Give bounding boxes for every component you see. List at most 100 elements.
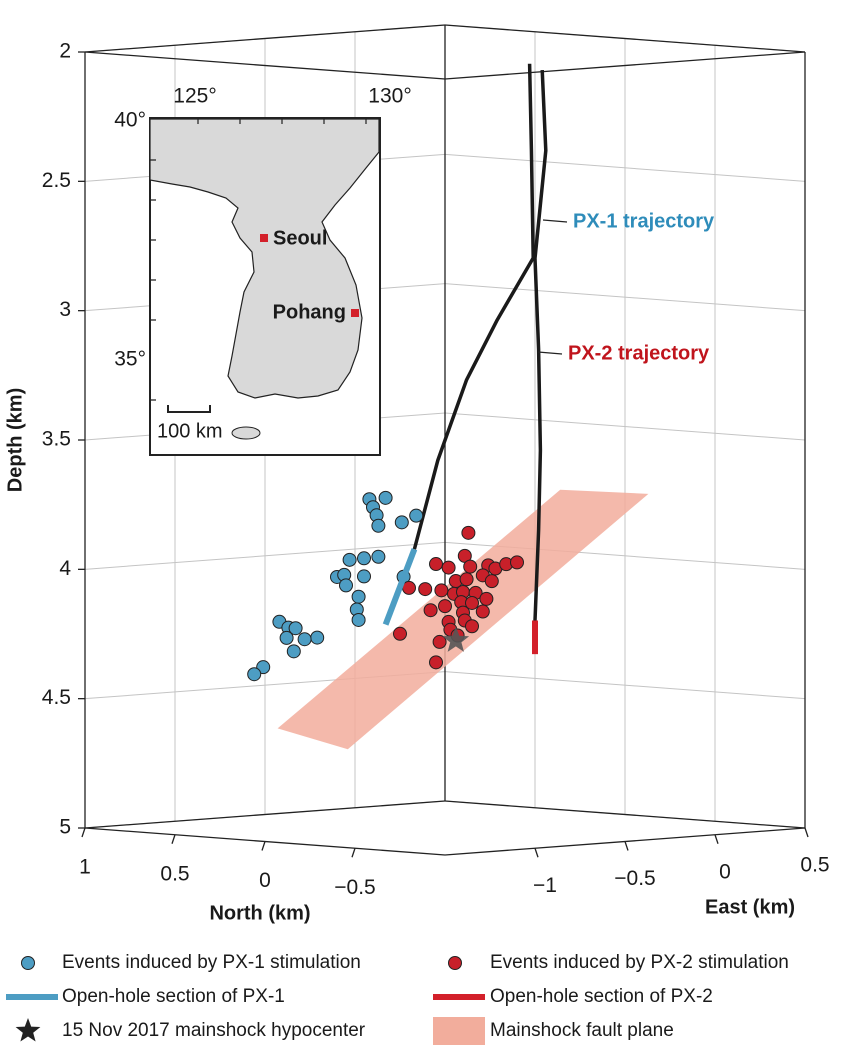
- event-point: [297, 632, 312, 647]
- legend-marker: [21, 956, 35, 970]
- legend-marker: [448, 956, 462, 970]
- event-point: [357, 569, 371, 584]
- x-tick: [261, 841, 266, 851]
- event-point: [441, 560, 456, 575]
- trajectory: [412, 63, 535, 550]
- city-marker: [351, 309, 359, 317]
- inset-ticks: [150, 118, 367, 401]
- legend-marker: [15, 1018, 41, 1042]
- event-point: [429, 557, 443, 572]
- event-point: [279, 630, 294, 645]
- event-point: [438, 599, 452, 614]
- lon-label: 130°: [368, 85, 411, 108]
- y-tick: [804, 827, 809, 838]
- event-point: [479, 591, 494, 606]
- event-point: [432, 634, 447, 649]
- box-edge: [84, 24, 446, 53]
- event-point: [465, 595, 479, 610]
- event-point: [247, 667, 262, 682]
- legend-label: 15 Nov 2017 mainshock hypocenter: [62, 1020, 366, 1041]
- box-edge: [84, 51, 446, 80]
- event-point: [463, 559, 478, 574]
- z-tick-label: 3.5: [42, 428, 71, 451]
- z-tick-label: 2.5: [42, 169, 71, 192]
- event-point: [393, 626, 407, 641]
- city-marker: [260, 234, 268, 242]
- x-tick-label: −0.5: [334, 876, 375, 899]
- inset-map: 125° 130° 40° 35° Seoul Pohang 100 km: [114, 85, 412, 456]
- event-point: [418, 582, 433, 597]
- legend: Events induced by PX-1 stimulation Open-h…: [6, 952, 789, 1045]
- trajectory: [533, 70, 548, 621]
- event-point: [484, 574, 499, 589]
- open-hole: [382, 548, 418, 626]
- event-point: [371, 549, 386, 564]
- lon-label: 125°: [173, 85, 216, 108]
- box-edge: [444, 24, 806, 53]
- y-tick: [534, 848, 539, 858]
- event-point: [351, 589, 366, 604]
- y-tick-label: −1: [533, 874, 557, 897]
- box-edge: [444, 51, 806, 80]
- legend-marker: [433, 1017, 485, 1045]
- legend-label: Open-hole section of PX-1: [62, 986, 285, 1007]
- box-edge: [444, 800, 806, 829]
- city-label: Seoul: [273, 227, 327, 249]
- event-point: [288, 621, 303, 636]
- event-point: [357, 551, 371, 566]
- x-tick-label: 1: [79, 856, 91, 879]
- y-tick-label: 0.5: [800, 854, 829, 877]
- y-tick: [624, 841, 629, 851]
- event-point: [461, 525, 476, 540]
- lat-label: 35°: [114, 348, 146, 371]
- z-axis-title: Depth (km): [4, 388, 26, 492]
- inset-island: [231, 426, 261, 440]
- z-tick-label: 3: [59, 298, 71, 321]
- trajectory-label: PX-2 trajectory: [568, 342, 710, 364]
- event-point: [434, 583, 449, 598]
- event-point: [378, 490, 393, 505]
- y-tick: [714, 834, 719, 844]
- z-tick-label: 4: [59, 557, 71, 580]
- y-tick-label: 0: [719, 860, 731, 883]
- event-point: [394, 515, 409, 530]
- legend-label: Events induced by PX-1 stimulation: [62, 952, 361, 973]
- event-point: [286, 644, 301, 659]
- lat-label: 40°: [114, 109, 146, 132]
- mainshock-star: [442, 626, 470, 652]
- event-point: [510, 555, 524, 570]
- event-point: [475, 604, 490, 619]
- event-point: [310, 630, 325, 645]
- event-point: [371, 518, 386, 533]
- box-edge: [84, 800, 446, 829]
- inset-land: [149, 118, 380, 399]
- event-point: [339, 578, 353, 593]
- z-tick-label: 5: [59, 816, 71, 839]
- event-point: [429, 655, 443, 670]
- plot-area: 2 2.5 3 3.5 4 4.5 51 0.5 0 −0.5 −1 −0.5 0 0.5 PX-1 tra…: [42, 24, 830, 899]
- event-point: [465, 619, 479, 634]
- z-tick-label: 4.5: [42, 686, 71, 709]
- scale-bar: [167, 405, 211, 413]
- leader-line: [537, 351, 563, 355]
- trajectory-label: PX-1 trajectory: [573, 210, 715, 232]
- event-point: [459, 572, 474, 587]
- x-axis-title: North (km): [209, 902, 310, 924]
- y-axis-title: East (km): [705, 896, 795, 918]
- x-tick: [81, 827, 86, 838]
- y-tick-label: −0.5: [614, 867, 655, 890]
- event-point: [423, 603, 438, 618]
- x-tick-label: 0: [259, 869, 271, 892]
- city-label: Pohang: [273, 301, 346, 323]
- legend-label: Events induced by PX-2 stimulation: [490, 952, 789, 973]
- x-tick-label: 0.5: [160, 862, 189, 885]
- x-tick: [171, 834, 176, 844]
- legend-label: Mainshock fault plane: [490, 1020, 674, 1041]
- x-tick: [351, 848, 356, 858]
- event-point: [351, 612, 366, 627]
- event-point: [342, 552, 357, 567]
- event-point: [409, 508, 424, 523]
- scale-label: 100 km: [157, 420, 223, 442]
- legend-label: Open-hole section of PX-2: [490, 986, 713, 1007]
